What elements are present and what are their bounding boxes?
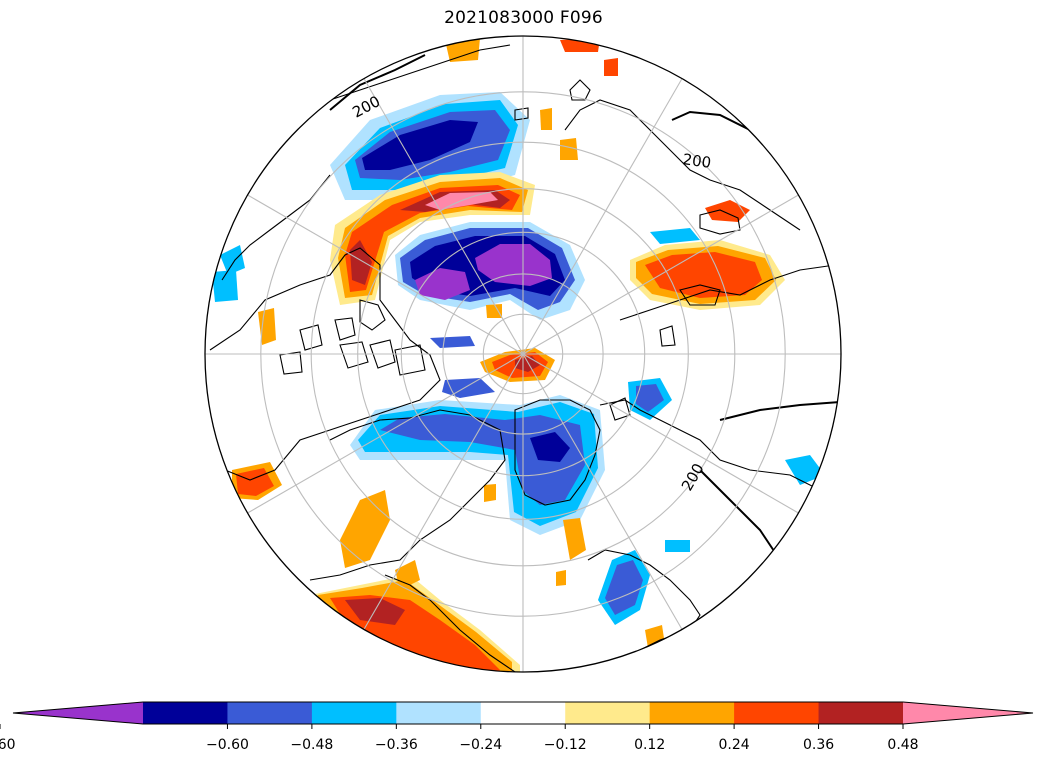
- anomaly-blob-pos: [345, 598, 405, 625]
- map-title: 2021083000 F096: [444, 8, 603, 28]
- colorbar-segment: [311, 702, 397, 724]
- meridian-line: [522, 78, 683, 355]
- meridian-line: [247, 353, 524, 514]
- anomaly-blob-pos: [560, 38, 600, 52]
- colorbar-tick-label: −0.36: [375, 737, 418, 753]
- anomaly-blob-pos: [556, 570, 566, 586]
- colorbar-tick-label: 0.60: [0, 737, 16, 753]
- colorbar-outline: [12, 701, 1034, 725]
- anomaly-blob-pos: [563, 518, 586, 560]
- colorbar-segment: [565, 702, 651, 724]
- anomaly-blob-pos: [345, 185, 520, 292]
- colorbar-tick-label: −0.24: [459, 737, 502, 753]
- colorbar-tick-label: 0.36: [803, 737, 834, 753]
- colorbar-tick-label: 0.12: [634, 737, 665, 753]
- anomaly-blob-neg: [212, 270, 238, 302]
- anomaly-blob-pos: [395, 560, 420, 590]
- meridian-line: [247, 194, 524, 355]
- anomaly-field: [212, 38, 825, 672]
- anomaly-blob-pos: [486, 304, 502, 318]
- contour-label: 200: [681, 150, 712, 172]
- meridian-line: [363, 353, 524, 630]
- anomaly-blob-pos: [258, 308, 276, 345]
- anomaly-blob-pos: [236, 468, 274, 496]
- anomaly-blob-pos: [338, 178, 528, 298]
- colorbar-segment: [480, 702, 566, 724]
- anomaly-blob-neg: [636, 384, 664, 412]
- anomaly-blob-pos: [350, 240, 372, 285]
- anomaly-blob-pos: [540, 108, 552, 130]
- anomaly-blob-pos: [604, 58, 618, 76]
- colorbar-tick-label: 0.48: [887, 737, 918, 753]
- anomaly-blob-neg: [475, 244, 552, 286]
- anomaly-blob-neg: [665, 540, 690, 552]
- anomaly-blob-pos: [484, 484, 496, 502]
- colorbar-tick-label: −0.60: [206, 737, 249, 753]
- meridian-line: [522, 194, 799, 355]
- map-boundary: [204, 35, 842, 673]
- colorbar-segment: [227, 702, 313, 724]
- colorbar-extend-low: [13, 702, 143, 724]
- colorbar: −0.60 −0.48 −0.36 −0.24 −0.12 0.12 0.24 0.36 0.4…: [0, 701, 1034, 753]
- meridian-line: [522, 353, 799, 514]
- anomaly-blob-pos: [560, 138, 578, 160]
- anomaly-blob-pos: [645, 625, 665, 648]
- graticule: [205, 36, 841, 672]
- colorbar-segment: [734, 702, 820, 724]
- colorbar-extend-high: [903, 702, 1033, 724]
- anomaly-blob-neg: [785, 455, 825, 485]
- anomaly-blob-neg: [380, 414, 585, 505]
- anomaly-blob-neg: [650, 228, 700, 244]
- anomaly-blob-neg: [430, 336, 475, 348]
- colorbar-tick-label: −0.12: [544, 737, 587, 753]
- colorbar-tick-label: 0.24: [719, 737, 750, 753]
- anomaly-blob-neg: [530, 432, 570, 462]
- anomaly-blob-neg: [362, 120, 478, 170]
- anomaly-blob-neg: [605, 560, 643, 615]
- anomaly-blob-neg: [415, 268, 470, 300]
- meridian-line: [363, 78, 524, 355]
- colorbar-segment: [396, 702, 482, 724]
- colorbar-segment: [649, 702, 735, 724]
- anomaly-blob-neg: [220, 245, 245, 275]
- meridian-line: [522, 353, 683, 630]
- colorbar-tick-label: −0.48: [290, 737, 333, 753]
- colorbar-segment: [143, 702, 229, 724]
- anomaly-blob-pos: [340, 490, 390, 568]
- colorbar-segment: [818, 702, 904, 724]
